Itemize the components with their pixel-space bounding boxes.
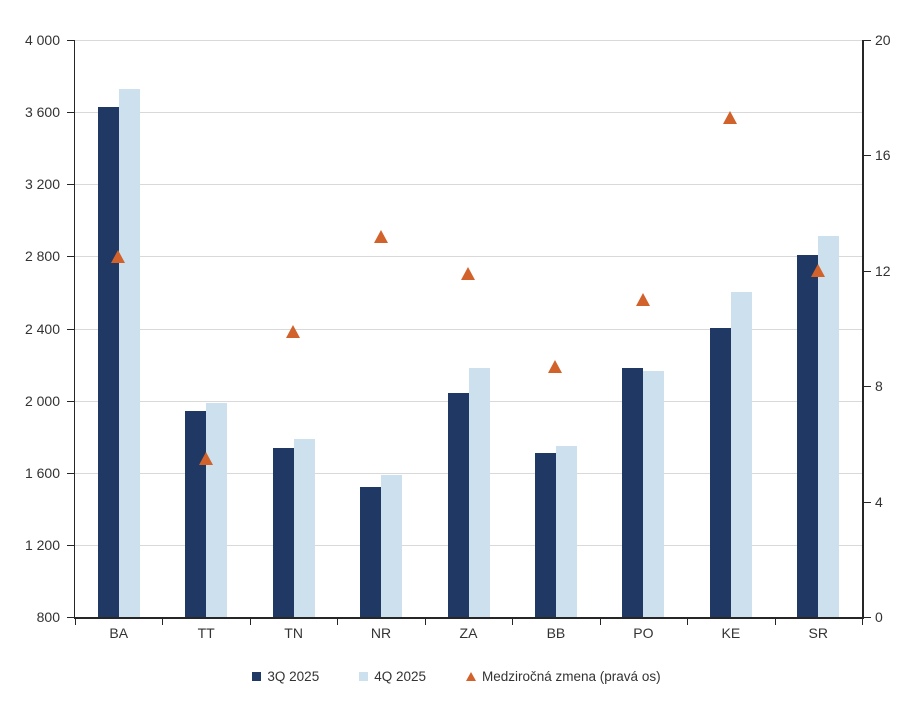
gridline (75, 184, 862, 186)
gridline (75, 40, 862, 41)
y-axis-label-right: 8 (875, 378, 883, 395)
bar-3q-2025-SR (797, 254, 819, 617)
x-axis-label: SR (808, 625, 828, 641)
x-axis-tick (75, 618, 76, 625)
right-axis-tick (863, 40, 871, 41)
bar-3q-2025-BB (534, 452, 556, 617)
right-axis-tick (863, 270, 871, 272)
y-axis-label-left: 2 000 (24, 392, 60, 409)
gridline (75, 328, 862, 330)
right-axis-line (862, 40, 864, 619)
x-axis-label: TT (197, 625, 215, 641)
x-axis-tick (424, 618, 426, 625)
bar-4q-2025-BA (118, 88, 140, 617)
right-axis-tick (863, 617, 871, 618)
bar-3q-2025-ZA (447, 392, 469, 617)
left-axis-tick (67, 184, 74, 186)
y-axis-label-left: 1 600 (24, 464, 60, 481)
x-axis-tick (687, 618, 689, 625)
marker-yoy-BB (548, 359, 563, 373)
y-axis-label-right: 4 (875, 493, 883, 510)
bar-3q-2025-TT (185, 411, 207, 617)
x-axis-tick (337, 618, 339, 625)
left-axis-line (73, 40, 75, 619)
y-axis-label-right: 0 (875, 609, 883, 625)
x-axis-label: ZA (459, 625, 478, 641)
legend-label-4q-2025: 4Q 2025 (374, 669, 426, 684)
legend-item-4q-2025: 4Q 2025 (359, 669, 426, 684)
y-axis-label-left: 4 000 (24, 32, 60, 48)
y-axis-label-left: 800 (36, 609, 60, 625)
x-axis-tick (599, 618, 601, 625)
x-axis-label: KE (721, 625, 741, 641)
marker-yoy-NR (373, 229, 388, 243)
y-axis-label-right: 12 (875, 262, 891, 279)
x-axis-label: BB (546, 625, 566, 641)
x-axis-tick (862, 618, 863, 625)
x-axis-label: BA (109, 625, 129, 641)
bar-3q-2025-KE (709, 327, 731, 617)
x-axis-tick (162, 618, 164, 625)
bar-4q-2025-ZA (468, 368, 490, 617)
y-axis-label-left: 3 600 (24, 104, 60, 121)
bar-4q-2025-TN (293, 439, 315, 617)
legend-label-yoy-change: Medziročná zmena (pravá os) (482, 669, 661, 684)
left-axis-tick (67, 544, 74, 546)
y-axis-label-left: 2 400 (24, 320, 60, 337)
x-axis-tick (774, 618, 776, 625)
y-axis-label-left: 2 800 (24, 248, 60, 265)
legend-item-yoy-change: Medziročná zmena (pravá os) (466, 669, 661, 684)
bar-4q-2025-SR (818, 235, 840, 617)
left-axis-tick (67, 40, 74, 41)
y-axis-label-left: 3 200 (24, 176, 60, 193)
y-axis-label-left: 1 200 (24, 536, 60, 553)
left-axis-tick (67, 400, 74, 402)
x-axis-tick (249, 618, 251, 625)
bar-3q-2025-TN (272, 447, 294, 617)
marker-yoy-KE (723, 111, 738, 125)
marker-yoy-ZA (461, 267, 475, 281)
legend-triangle-icon (466, 672, 476, 681)
bar-3q-2025-BA (97, 106, 119, 617)
left-axis-tick (67, 328, 74, 330)
x-axis-label: TN (284, 625, 303, 641)
left-axis-tick (67, 256, 74, 258)
left-axis-tick (67, 617, 74, 618)
bar-4q-2025-KE (730, 291, 752, 617)
right-axis-tick (863, 155, 871, 157)
x-axis-label: PO (633, 625, 654, 641)
left-axis-tick (67, 112, 74, 114)
bar-4q-2025-PO (643, 370, 665, 617)
bar-3q-2025-PO (622, 368, 644, 617)
x-axis-tick (512, 618, 514, 625)
marker-yoy-SR (810, 264, 825, 278)
marker-yoy-TT (198, 451, 213, 465)
left-axis-tick (67, 472, 74, 474)
bar-3q-2025-NR (360, 487, 382, 617)
right-axis-tick (863, 386, 871, 388)
y-axis-label-right: 20 (875, 32, 891, 48)
gridline (75, 256, 862, 258)
bar-4q-2025-NR (381, 474, 403, 617)
marker-yoy-PO (635, 293, 650, 307)
bar-4q-2025-BB (555, 445, 577, 617)
legend-marker-3q-2025 (252, 672, 262, 681)
bar-4q-2025-TT (206, 403, 228, 617)
chart-legend: 3Q 2025 4Q 2025 Medziročná zmena (pravá … (0, 669, 913, 684)
x-axis-label: NR (370, 625, 392, 641)
right-axis-tick (863, 501, 871, 503)
legend-marker-4q-2025 (359, 672, 369, 681)
marker-yoy-TN (286, 324, 301, 338)
marker-yoy-BA (111, 249, 126, 263)
x-axis-line (73, 617, 864, 619)
legend-item-3q-2025: 3Q 2025 (252, 669, 319, 684)
legend-label-3q-2025: 3Q 2025 (267, 669, 320, 684)
gridline (75, 112, 862, 114)
y-axis-label-right: 16 (875, 147, 891, 164)
